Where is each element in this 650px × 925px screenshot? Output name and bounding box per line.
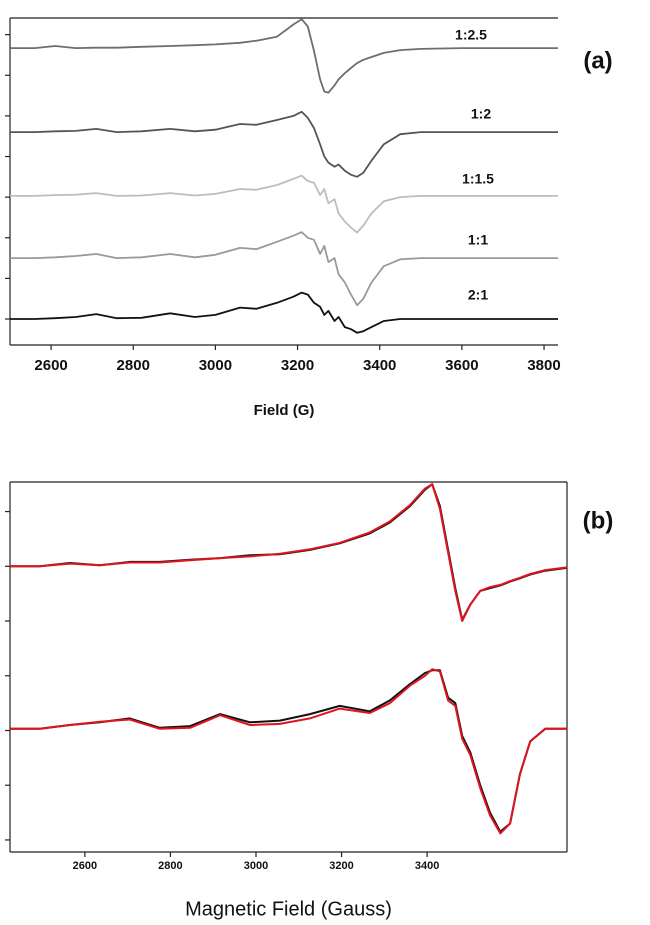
panel-label: (a) — [583, 47, 612, 74]
x-tick-label: 3600 — [445, 357, 478, 374]
spectrum-line — [10, 291, 558, 334]
spectrum-line — [10, 483, 568, 622]
x-tick-label: 2800 — [117, 357, 150, 374]
x-tick-label: 2600 — [73, 860, 97, 872]
spectrum-line — [10, 110, 558, 178]
x-tick-label: 2600 — [34, 357, 67, 374]
spectrum-line — [10, 668, 567, 835]
x-tick-label: 3000 — [199, 357, 232, 374]
x-tick-label: 3200 — [329, 860, 353, 872]
x-axis-title: Magnetic Field (Gauss) — [185, 898, 392, 920]
x-tick-label: 3400 — [363, 357, 396, 374]
spectrum-line — [10, 669, 567, 833]
x-tick-label: 3000 — [244, 860, 268, 872]
series-label: 1:2.5 — [455, 27, 487, 43]
x-axis-title: Field (G) — [254, 402, 315, 419]
spectrum-line — [10, 231, 558, 307]
series-label: 1:1.5 — [462, 171, 494, 187]
x-tick-label: 2800 — [158, 860, 182, 872]
x-tick-label: 3400 — [415, 860, 439, 872]
series-label: 1:2 — [471, 106, 491, 122]
x-tick-label: 3200 — [281, 357, 314, 374]
spectrum-line — [10, 174, 558, 234]
x-tick-label: 3800 — [527, 357, 560, 374]
spectrum-line — [10, 18, 558, 94]
series-label: 2:1 — [468, 287, 488, 303]
panel-label: (b) — [583, 507, 614, 534]
series-label: 1:1 — [468, 232, 488, 248]
